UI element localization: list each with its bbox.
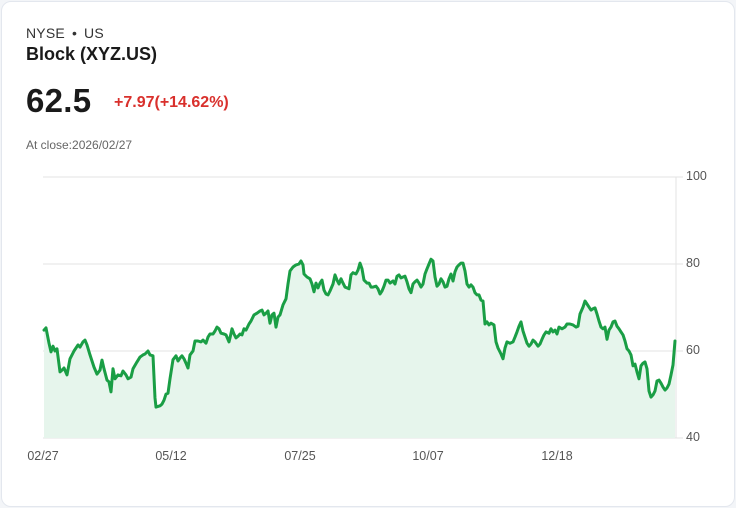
- market-name: US: [84, 25, 104, 41]
- x-tick-0725: 07/25: [284, 449, 316, 463]
- y-tick-80: 80: [686, 256, 700, 270]
- y-tick-100: 100: [686, 169, 707, 183]
- x-tick-1218: 12/18: [541, 449, 573, 463]
- x-tick-0512: 05/12: [155, 449, 187, 463]
- exchange-line: NYSE • US: [26, 25, 104, 41]
- stock-title: Block (XYZ.US): [26, 44, 158, 64]
- x-tick-1007: 10/07: [412, 449, 444, 463]
- stock-price: 62.5: [26, 82, 92, 119]
- x-tick-0227: 02/27: [27, 449, 59, 463]
- y-tick-40: 40: [686, 430, 700, 444]
- exchange-name: NYSE: [26, 25, 65, 41]
- separator-dot: •: [71, 25, 78, 41]
- y-tick-60: 60: [686, 343, 700, 357]
- at-close-date: At close:2026/02/27: [26, 138, 133, 152]
- chart-price-line: [42, 257, 677, 409]
- chart-area-fill: [44, 259, 675, 438]
- price-change: +7.97(+14.62%): [114, 94, 229, 111]
